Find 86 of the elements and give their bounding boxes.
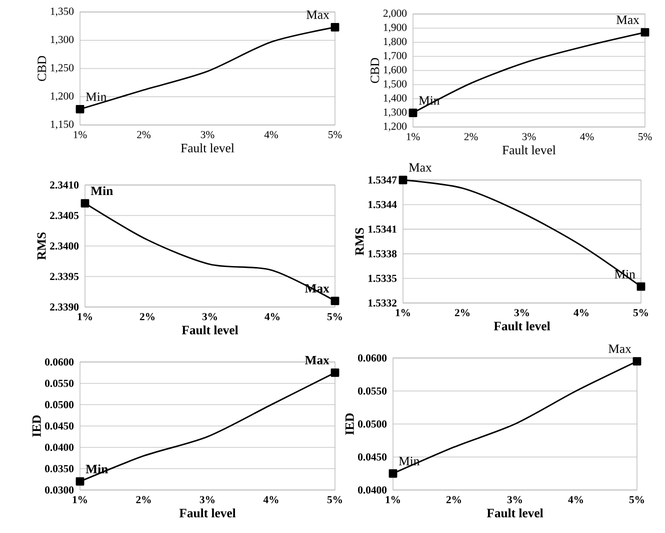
x-axis-title: Fault level bbox=[180, 143, 234, 152]
annotation: Max bbox=[408, 163, 432, 172]
y-tick-label: 0.0600 bbox=[358, 354, 387, 362]
y-tick-label: 1.5344 bbox=[368, 200, 397, 208]
x-tick-label: 2% bbox=[454, 309, 470, 316]
x-tick-label: 4% bbox=[580, 133, 594, 140]
y-tick-label: 1.5335 bbox=[368, 274, 397, 282]
y-tick-label: 1,500 bbox=[384, 80, 407, 89]
x-axis-title: Fault level bbox=[182, 325, 238, 334]
x-tick-label: 4% bbox=[264, 131, 278, 138]
y-tick-label: 0.0400 bbox=[358, 486, 387, 494]
x-tick-label: 1% bbox=[396, 309, 410, 316]
x-tick-label: 2% bbox=[137, 131, 150, 138]
y-tick-label: 1,250 bbox=[50, 64, 74, 73]
annotation: Max bbox=[608, 344, 632, 354]
y-tick-label: 1.5332 bbox=[368, 299, 396, 307]
y-tick-label: 1,700 bbox=[384, 52, 407, 61]
y-tick-label: 2,000 bbox=[383, 10, 407, 18]
x-tick-label: 5% bbox=[327, 313, 342, 320]
y-axis-title: CBD bbox=[370, 58, 380, 83]
annotation: Min bbox=[90, 186, 113, 196]
y-tick-label: 0.0600 bbox=[45, 358, 74, 366]
x-tick-label: 4% bbox=[264, 313, 280, 320]
x-tick-label: 1% bbox=[78, 313, 92, 320]
x-tick-label: 5% bbox=[328, 131, 342, 138]
y-tick-label: 0.0450 bbox=[358, 453, 387, 461]
y-tick-label: 1,300 bbox=[50, 36, 74, 45]
x-axis-title: Fault level bbox=[494, 321, 550, 330]
x-axis-title: Fault level bbox=[486, 508, 544, 518]
y-tick-label: 1,200 bbox=[384, 122, 407, 132]
y-tick-label: 2.3405 bbox=[50, 212, 79, 220]
y-tick-label: 1,150 bbox=[50, 120, 74, 130]
x-tick-label: 5% bbox=[629, 496, 644, 504]
x-tick-label: 4% bbox=[574, 309, 588, 316]
x-tick-label: 1% bbox=[406, 133, 420, 140]
x-tick-label: 3% bbox=[507, 496, 522, 504]
y-tick-label: 0.0300 bbox=[45, 486, 74, 494]
x-tick-label: 3% bbox=[200, 496, 214, 504]
x-tick-label: 2% bbox=[136, 496, 151, 504]
x-tick-label: 4% bbox=[568, 496, 583, 504]
y-tick-label: 0.0450 bbox=[45, 422, 74, 430]
annotation: Max bbox=[616, 16, 640, 24]
x-tick-label: 4% bbox=[263, 496, 278, 504]
y-tick-label: 1,300 bbox=[384, 108, 407, 118]
x-tick-label: 2% bbox=[446, 496, 461, 504]
y-tick-label: 2.3395 bbox=[50, 272, 79, 280]
y-tick-label: 1,400 bbox=[384, 94, 407, 104]
annotation: Max bbox=[304, 356, 330, 364]
x-tick-label: 3% bbox=[514, 309, 529, 316]
x-axis-title: Fault level bbox=[179, 508, 236, 518]
y-tick-label: 1,200 bbox=[50, 92, 74, 102]
y-tick-label: 1.5338 bbox=[368, 250, 397, 258]
y-axis-title: IED bbox=[345, 413, 354, 435]
y-tick-label: 0.0550 bbox=[358, 387, 387, 395]
y-tick-label: 0.0350 bbox=[45, 465, 74, 472]
x-tick-label: 5% bbox=[633, 309, 648, 316]
x-tick-label: 1% bbox=[72, 496, 87, 504]
y-tick-label: 1,900 bbox=[384, 24, 407, 32]
y-tick-label: 1.5347 bbox=[368, 176, 397, 184]
y-tick-label: 1,600 bbox=[384, 66, 407, 75]
x-tick-label: 5% bbox=[638, 133, 652, 140]
annotation: Min bbox=[86, 92, 107, 101]
y-tick-label: 0.0500 bbox=[358, 420, 387, 428]
y-tick-label: 1,350 bbox=[50, 8, 74, 16]
x-tick-label: 3% bbox=[202, 313, 217, 320]
y-tick-label: 0.0500 bbox=[45, 401, 74, 408]
x-tick-label: 3% bbox=[522, 133, 536, 140]
annotation: Max bbox=[306, 10, 330, 19]
x-tick-label: 5% bbox=[327, 496, 342, 504]
x-tick-label: 3% bbox=[200, 131, 214, 138]
x-tick-label: 2% bbox=[464, 133, 478, 140]
y-tick-label: 2.3400 bbox=[50, 242, 79, 250]
y-axis-title: CBD bbox=[38, 56, 46, 81]
y-tick-label: 0.0400 bbox=[45, 444, 74, 451]
y-tick-label: 2.3390 bbox=[50, 303, 79, 311]
y-axis-title: IED bbox=[32, 415, 41, 437]
x-tick-label: 1% bbox=[386, 496, 400, 504]
y-axis-title: RMS bbox=[355, 228, 364, 256]
y-tick-label: 1.5341 bbox=[368, 226, 396, 233]
y-tick-label: 1,800 bbox=[384, 38, 407, 47]
y-axis-title: RMS bbox=[37, 232, 46, 260]
y-tick-label: 0.0550 bbox=[45, 380, 74, 387]
y-tick-label: 2.3410 bbox=[50, 181, 79, 189]
x-axis-title: Fault level bbox=[502, 145, 556, 154]
x-tick-label: 2% bbox=[140, 313, 154, 320]
x-tick-label: 1% bbox=[74, 131, 87, 138]
